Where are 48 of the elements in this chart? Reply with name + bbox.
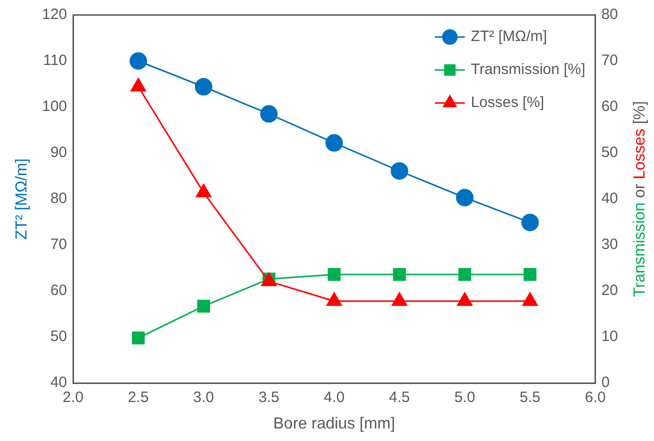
x-tick-label: 3.5 [258,389,280,406]
y-tick-label: 100 [42,98,68,116]
y2-tick-label: 0 [601,374,610,392]
y-tick-label: 80 [50,190,68,208]
y-tick-label: 60 [50,282,68,300]
point [196,184,212,198]
x-tick-label: 4.0 [324,389,345,406]
point [456,188,474,206]
y2-tick-label: 70 [601,52,618,70]
point [194,78,212,96]
legend-label: Transmission [%] [470,61,586,78]
point [132,332,145,344]
legend-label: ZT² [MΩ/m] [470,28,548,46]
x-tick-label: 2.0 [62,389,84,406]
point [197,300,210,313]
point [390,162,408,180]
y-tick-label: 120 [42,6,68,24]
y2-axis-title: Transmission or Losses [%] [631,101,648,297]
point [328,268,341,281]
x-tick-label: 5.0 [454,389,476,406]
x-tick-label: 5.5 [520,389,540,406]
x-tick-label: 2.5 [128,389,149,406]
y-tick-label: 110 [43,52,68,70]
y2-tick-label: 80 [601,6,618,24]
y2-tick-label: 20 [601,282,618,300]
y-tick-label: 70 [50,236,68,254]
x-tick-label: 3.0 [193,389,214,406]
point [130,52,148,70]
point [393,268,406,281]
y2-tick-label: 60 [601,98,618,116]
y2-tick-label: 40 [601,190,618,208]
x-axis-title: Bore radius [mm] [273,415,396,432]
y-tick-label: 90 [50,144,68,162]
y2-tick-label: 30 [601,236,618,254]
point [521,214,539,232]
point [325,134,343,152]
point [458,268,472,281]
y2-tick-label: 50 [601,144,618,162]
y-axis-title: ZT² [MΩ/m] [13,158,30,240]
legend-label: Losses [%] [470,94,544,112]
x-tick-label: 4.5 [389,389,410,406]
y2-tick-label: 10 [601,328,618,346]
point [260,105,278,123]
y-tick-label: 50 [50,328,68,346]
point [524,268,536,281]
x-tick-label: 6.0 [584,389,606,406]
y-tick-label: 40 [50,374,68,392]
point [130,78,146,92]
